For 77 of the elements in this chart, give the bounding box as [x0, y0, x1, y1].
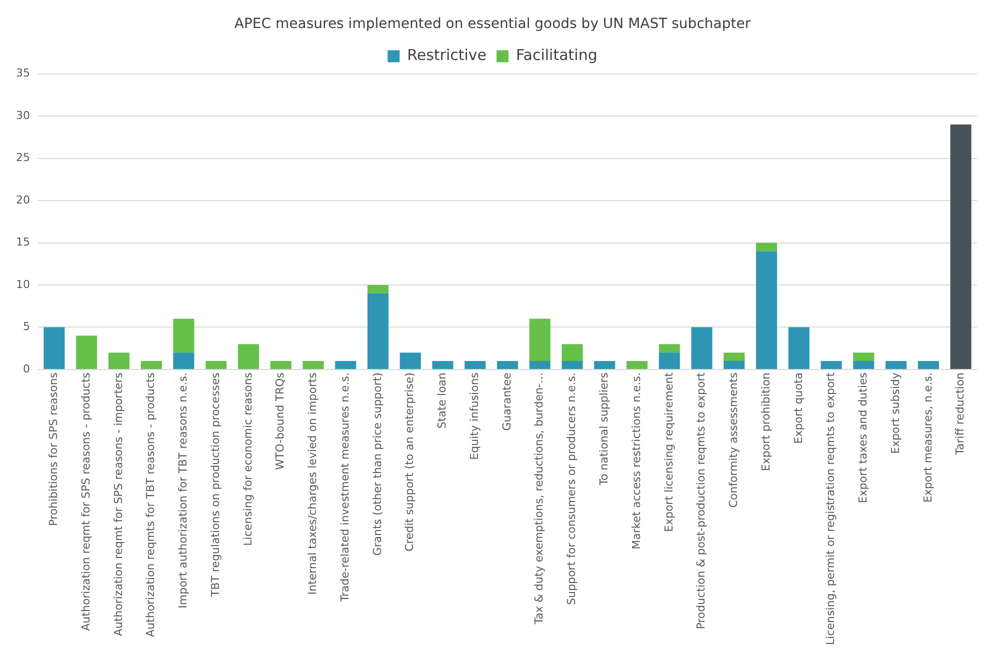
x-tick-label: Import authorization for TBT reasons n.e.s.	[176, 372, 190, 608]
x-tick-label: Authorization reqmt for SPS reasons - importers	[112, 372, 125, 636]
x-tick-label: Export taxes and duties	[856, 372, 870, 504]
bar	[529, 318, 550, 362]
x-tick-label: Licensing, permit or registration reqmts to export	[824, 372, 838, 646]
bar	[302, 361, 324, 369]
bar	[238, 344, 259, 369]
bar	[76, 336, 98, 369]
y-tick-label: 10	[16, 278, 30, 291]
x-tick-label: Credit support (to an enterprise)	[403, 372, 416, 552]
bar	[626, 361, 648, 369]
bar	[788, 327, 810, 369]
x-tick-label: WTO-bound TRQs	[274, 372, 287, 470]
bar	[335, 361, 356, 369]
bar	[270, 361, 292, 369]
bar	[367, 293, 389, 369]
legend-label: Restrictive	[407, 46, 487, 64]
x-tick-label: State loan	[436, 372, 449, 429]
bar	[562, 344, 583, 362]
x-tick-label: Export prohibition	[759, 372, 772, 472]
bar	[496, 361, 518, 369]
bar	[173, 352, 194, 369]
bar	[529, 361, 550, 369]
bar	[44, 327, 65, 369]
y-tick-label: 20	[16, 193, 30, 206]
y-tick-label: 15	[16, 236, 30, 249]
chart-title: APEC measures implemented on essential goods by UN MAST subchapter	[234, 16, 751, 32]
y-tick-label: 35	[16, 66, 30, 80]
x-tick-label: Licensing for economic reasons	[241, 372, 254, 546]
x-tick-label: Internal taxes/charges levied on imports	[306, 372, 320, 595]
bar	[658, 344, 680, 353]
x-tick-label: Export measures, n.e.s.	[921, 372, 934, 503]
bar	[400, 352, 421, 369]
legend-label: Facilitating	[516, 46, 598, 64]
bar	[853, 361, 874, 369]
bar	[886, 361, 907, 369]
x-tick-label: Grants (other than price support)	[370, 372, 384, 556]
x-tick-label: Export licensing requirement	[662, 372, 676, 532]
x-tick-label: TBT regulations on production processes	[208, 372, 222, 598]
y-tick-label: 5	[22, 320, 30, 334]
x-tick-label: Export quota	[792, 372, 805, 444]
x-tick-label: Equity infusions	[468, 372, 481, 460]
bar	[173, 318, 194, 353]
bar	[140, 361, 162, 369]
y-tick-label: 0	[22, 362, 30, 376]
bar	[562, 361, 583, 369]
bar	[367, 284, 389, 294]
bar	[724, 361, 745, 369]
x-tick-label: Trade-related investment measures n.e.s.	[338, 372, 352, 603]
bar	[756, 242, 778, 252]
x-tick-label: Market access restrictions n.e.s.	[630, 372, 643, 550]
x-tick-label: Guarantee	[500, 372, 514, 431]
bar	[724, 352, 745, 362]
y-tick-label: 30	[16, 108, 30, 122]
x-tick-label: Prohibitions for SPS reasons	[47, 372, 60, 526]
bar	[950, 124, 972, 369]
bar	[206, 361, 227, 369]
bar	[108, 352, 130, 369]
bar	[820, 361, 842, 369]
bar	[691, 327, 712, 369]
bar	[658, 352, 680, 369]
x-tick-label: Authorization reqmts for TBT reasons - products	[144, 372, 158, 637]
x-tick-label: Support for consumers or producers n.e.s.	[565, 372, 578, 605]
x-tick-label: To national suppliers	[597, 372, 610, 486]
bar	[918, 361, 939, 369]
x-tick-label: Tax & duty exemptions, reductions, burden-…	[532, 372, 546, 626]
x-tick-label: Tariff reduction	[954, 372, 967, 456]
bar	[432, 361, 454, 369]
y-tick-label: 25	[16, 151, 30, 164]
bar	[756, 251, 778, 369]
x-tick-label: Authorization reqmt for SPS reasons - products	[79, 372, 92, 631]
x-tick-label: Production & post-production reqmts to export	[694, 372, 708, 630]
bar	[464, 361, 486, 369]
bar	[853, 352, 874, 362]
x-tick-label: Conformity assessments	[727, 372, 740, 508]
bar	[594, 361, 616, 369]
x-tick-label: Export subsidy	[888, 372, 902, 454]
